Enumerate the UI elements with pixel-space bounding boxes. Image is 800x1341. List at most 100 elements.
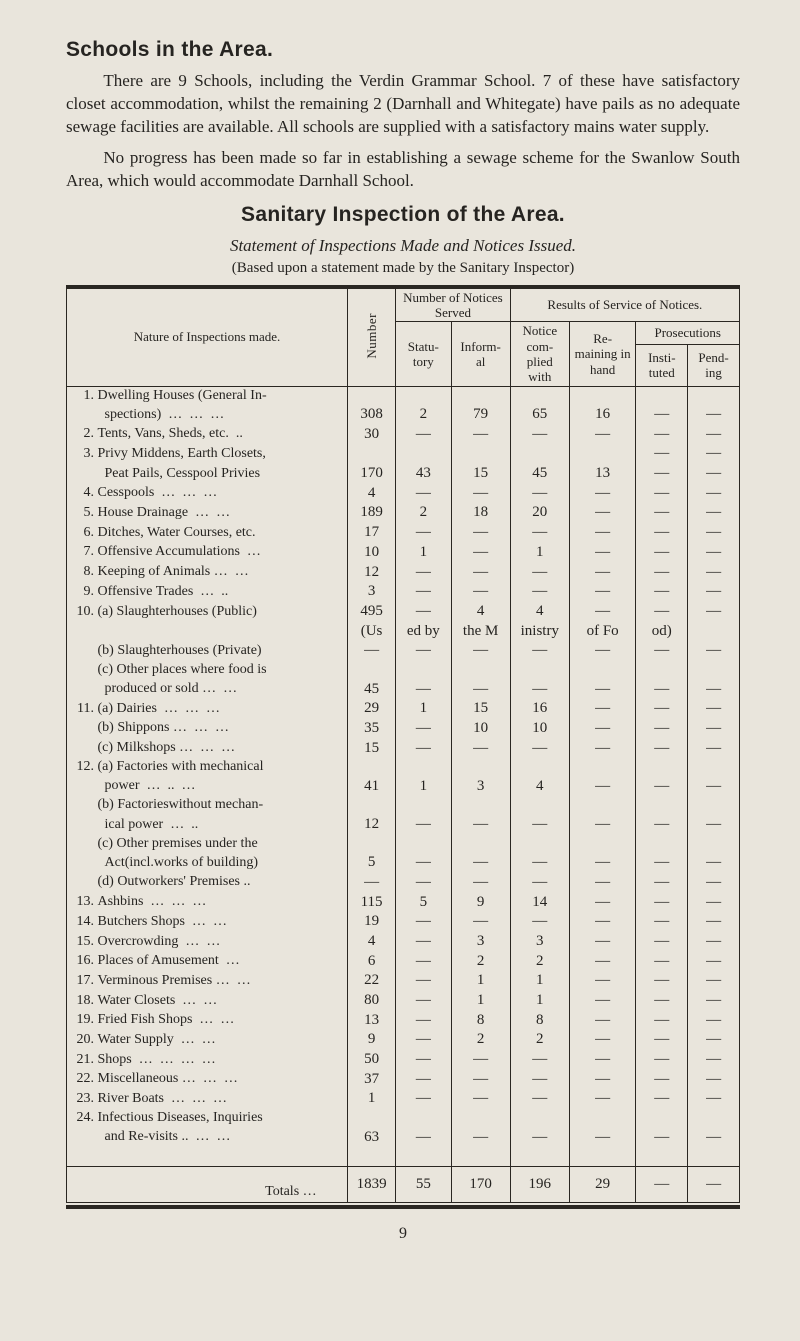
row-label [67, 622, 348, 642]
cell [510, 661, 569, 680]
cell [510, 1109, 569, 1128]
cell [688, 386, 740, 405]
cell: — [636, 739, 688, 759]
paragraph: No progress has been made so far in esta… [66, 147, 740, 193]
table-row: produced or sold … …45—————— [67, 680, 740, 700]
cell: 9 [348, 1030, 396, 1050]
cell: — [688, 1166, 740, 1202]
cell: 8 [451, 1011, 510, 1031]
cell: 1 [510, 971, 569, 991]
row-label: and Re-visits .. … … [67, 1128, 348, 1148]
cell: — [636, 1030, 688, 1050]
cell: — [396, 582, 451, 602]
row-label: 11. (a) Dairies … … … [67, 699, 348, 719]
row-label: Peat Pails, Cesspool Privies [67, 464, 348, 484]
cell: — [569, 932, 636, 952]
cell: — [451, 425, 510, 445]
table-row: 15. Overcrowding … …4—33——— [67, 932, 740, 952]
cell: — [396, 719, 451, 739]
cell: — [569, 1070, 636, 1090]
cell: — [636, 602, 688, 622]
cell: — [636, 991, 688, 1011]
cell: — [688, 582, 740, 602]
cell: — [569, 425, 636, 445]
cell: — [688, 484, 740, 504]
cell: 35 [348, 719, 396, 739]
cell: — [636, 680, 688, 700]
table-row [67, 1147, 740, 1166]
cell [348, 835, 396, 854]
table-row: 22. Miscellaneous … … …37—————— [67, 1070, 740, 1090]
cell: 2 [510, 952, 569, 972]
table-row: 7. Offensive Accumulations …101—1——— [67, 543, 740, 563]
cell: 20 [510, 503, 569, 523]
cell: — [688, 971, 740, 991]
cell [396, 758, 451, 777]
cell: — [569, 503, 636, 523]
cell [569, 796, 636, 815]
col-informal: Inform- al [451, 322, 510, 386]
cell: 15 [348, 739, 396, 759]
cell: — [569, 543, 636, 563]
table-row: (d) Outworkers' Premises ..——————— [67, 873, 740, 893]
cell [688, 1109, 740, 1128]
cell: 9 [451, 893, 510, 913]
cell [688, 796, 740, 815]
cell: 30 [348, 425, 396, 445]
cell: — [451, 853, 510, 873]
cell: — [396, 739, 451, 759]
cell [396, 835, 451, 854]
cell: 4 [510, 602, 569, 622]
cell: 79 [451, 405, 510, 425]
cell: — [569, 1050, 636, 1070]
table-row: Act(incl.works of building)5—————— [67, 853, 740, 873]
cell: — [451, 523, 510, 543]
cell: 4 [451, 602, 510, 622]
cell: — [510, 1089, 569, 1109]
cell: — [688, 853, 740, 873]
cell: — [396, 602, 451, 622]
cell [510, 796, 569, 815]
cell: — [636, 484, 688, 504]
cell: 1 [510, 991, 569, 1011]
heavy-rule [66, 1205, 740, 1209]
cell: — [396, 1070, 451, 1090]
cell: 1 [510, 543, 569, 563]
cell: — [396, 932, 451, 952]
table-row: (b) Factorieswithout mechan- [67, 796, 740, 815]
cell: of Fo [569, 622, 636, 642]
cell [688, 1147, 740, 1166]
cell: — [451, 1070, 510, 1090]
cell: 1 [451, 991, 510, 1011]
section-heading-schools: Schools in the Area. [66, 36, 740, 64]
col-instituted: Insti- tuted [636, 344, 688, 386]
cell: 29 [348, 699, 396, 719]
cell: — [451, 912, 510, 932]
cell: — [569, 893, 636, 913]
cell [396, 796, 451, 815]
cell: — [348, 641, 396, 661]
cell: 3 [510, 932, 569, 952]
cell: — [396, 641, 451, 661]
cell: — [451, 543, 510, 563]
cell: 43 [396, 464, 451, 484]
row-label: 20. Water Supply … … [67, 1030, 348, 1050]
section-heading-sanitary: Sanitary Inspection of the Area. [66, 201, 740, 229]
cell: — [396, 991, 451, 1011]
cell: — [396, 1030, 451, 1050]
row-label: (d) Outworkers' Premises .. [67, 873, 348, 893]
row-label: 16. Places of Amusement … [67, 952, 348, 972]
cell: 10 [510, 719, 569, 739]
cell: — [636, 912, 688, 932]
table-row: 5. House Drainage … …18921820——— [67, 503, 740, 523]
cell: — [569, 1089, 636, 1109]
table-row: 10. (a) Slaughterhouses (Public)495—44——… [67, 602, 740, 622]
cell [569, 1147, 636, 1166]
cell: 50 [348, 1050, 396, 1070]
cell: — [510, 873, 569, 893]
cell: — [636, 815, 688, 835]
cell: 2 [451, 952, 510, 972]
cell: 4 [348, 932, 396, 952]
cell: 13 [348, 1011, 396, 1031]
table-row: (b) Shippons … … …35—1010——— [67, 719, 740, 739]
